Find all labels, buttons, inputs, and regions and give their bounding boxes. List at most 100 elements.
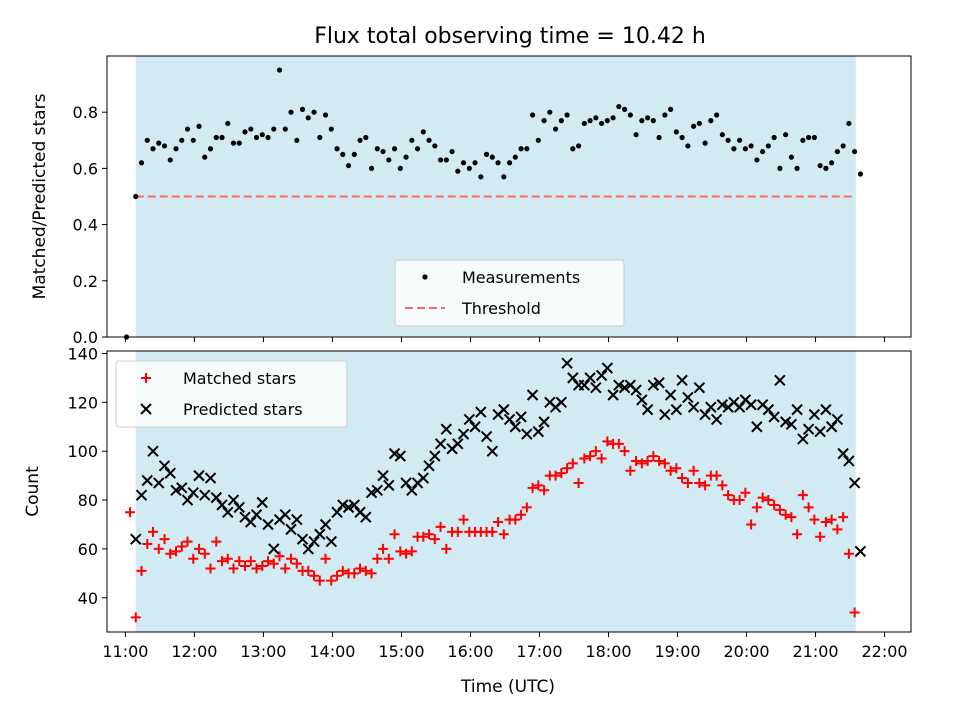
predicted-stars-point — [388, 447, 401, 460]
y-tick-label: 140 — [67, 344, 98, 363]
matched-stars-point — [809, 514, 820, 525]
measurements-point — [288, 109, 294, 115]
matched-stars-point — [648, 451, 659, 462]
matched-stars-point — [424, 529, 435, 540]
measurements-point — [800, 137, 806, 143]
measurements-point — [391, 146, 398, 152]
measurements-point — [328, 126, 334, 132]
measurements-point — [627, 112, 633, 118]
measurements-point — [426, 137, 432, 143]
y-axis-label: Count — [23, 466, 43, 517]
predicted-stars-point — [641, 403, 654, 416]
predicted-stars-point — [584, 372, 596, 384]
matched-stars-point — [188, 553, 199, 564]
measurements-point — [633, 132, 639, 138]
measurements-point — [656, 134, 662, 141]
predicted-stars-point — [170, 484, 182, 496]
predicted-stars-point — [774, 374, 786, 387]
measurements-point — [823, 165, 829, 171]
matched-stars-point — [602, 436, 613, 447]
matched-stars-point — [418, 531, 429, 542]
predicted-stars-point — [601, 362, 614, 374]
matched-stars-point — [441, 543, 452, 554]
matched-stars-point — [815, 531, 826, 542]
matched-stars-point — [251, 563, 262, 574]
predicted-stars-point — [567, 372, 579, 384]
matched-stars-point — [567, 458, 578, 469]
matched-stars-point — [314, 575, 325, 586]
matched-stars-point — [429, 534, 440, 545]
measurements-point — [374, 146, 380, 152]
measurements-point — [558, 118, 564, 124]
matched-stars-point — [263, 556, 274, 567]
x-tick-label: 22:00 — [861, 642, 907, 661]
measurements-point — [541, 118, 547, 124]
matched-stars-point — [240, 561, 251, 572]
predicted-stars-point — [342, 501, 355, 514]
measurements-point — [489, 154, 495, 160]
measurements-point — [679, 134, 685, 141]
measurements-point — [259, 132, 265, 138]
predicted-stars-point — [521, 428, 533, 440]
measurements-point — [714, 112, 720, 118]
predicted-stars-point — [394, 450, 407, 462]
matched-stars-point — [642, 455, 653, 466]
predicted-stars-point — [153, 477, 165, 489]
measurements-point — [437, 157, 444, 163]
predicted-stars-point — [463, 413, 476, 426]
legend-label: Predicted stars — [183, 400, 303, 419]
predicted-stars-point — [785, 418, 798, 431]
matched-stars-point — [792, 529, 803, 540]
measurements-point — [834, 148, 840, 155]
measurements-point — [403, 154, 409, 160]
predicted-stars-point — [825, 421, 838, 433]
predicted-stars-point — [469, 421, 481, 433]
measurements-point — [219, 134, 225, 141]
predicted-stars-point — [222, 506, 234, 518]
predicted-stars-point — [831, 413, 844, 426]
measurements-point — [271, 126, 277, 132]
measurements-point — [213, 134, 219, 141]
predicted-stars-point — [337, 499, 349, 511]
measurements-point — [460, 160, 467, 166]
measurements-point — [829, 160, 835, 166]
predicted-stars-point — [687, 401, 700, 413]
predicted-stars-point — [176, 482, 188, 494]
matched-stars-point — [849, 607, 860, 618]
predicted-stars-point — [291, 513, 303, 526]
matched-stars-point — [383, 553, 394, 564]
y-axis-label: Matched/Predicted stars — [30, 93, 50, 299]
predicted-stars-point — [193, 469, 205, 482]
matched-stars-point — [355, 563, 366, 574]
measurements-point — [156, 140, 162, 146]
measurements-point — [294, 137, 300, 143]
matched-stars-point — [309, 570, 320, 581]
x-tick-label: 14:00 — [309, 642, 355, 661]
predicted-stars-point — [802, 423, 815, 435]
matched-stars-point — [389, 529, 400, 540]
measurements-point — [334, 146, 340, 152]
matched-stars-point — [521, 502, 532, 513]
measurements-point — [731, 146, 737, 152]
measurements-point — [363, 134, 369, 141]
measurements-point — [621, 106, 628, 112]
matched-stars-point — [274, 551, 285, 562]
x-tick-label: 12:00 — [171, 642, 217, 661]
predicted-stars-point — [475, 406, 487, 418]
matched-stars-point — [613, 438, 624, 449]
measurements-point — [564, 112, 570, 118]
matched-stars-point — [320, 553, 331, 564]
measurements-point — [161, 143, 168, 149]
measurements-point — [817, 162, 823, 169]
measurements-point — [225, 120, 231, 127]
predicted-stars-point — [538, 416, 550, 428]
matched-stars-point — [286, 553, 297, 564]
predicted-stars-point — [814, 425, 826, 438]
matched-stars-point — [395, 546, 406, 557]
matched-stars-point — [176, 541, 187, 552]
x-tick-label: 18:00 — [585, 642, 631, 661]
predicted-stars-point — [532, 425, 545, 438]
predicted-stars-point — [837, 447, 849, 460]
predicted-stars-point — [509, 421, 522, 433]
measurements-point — [202, 154, 208, 160]
